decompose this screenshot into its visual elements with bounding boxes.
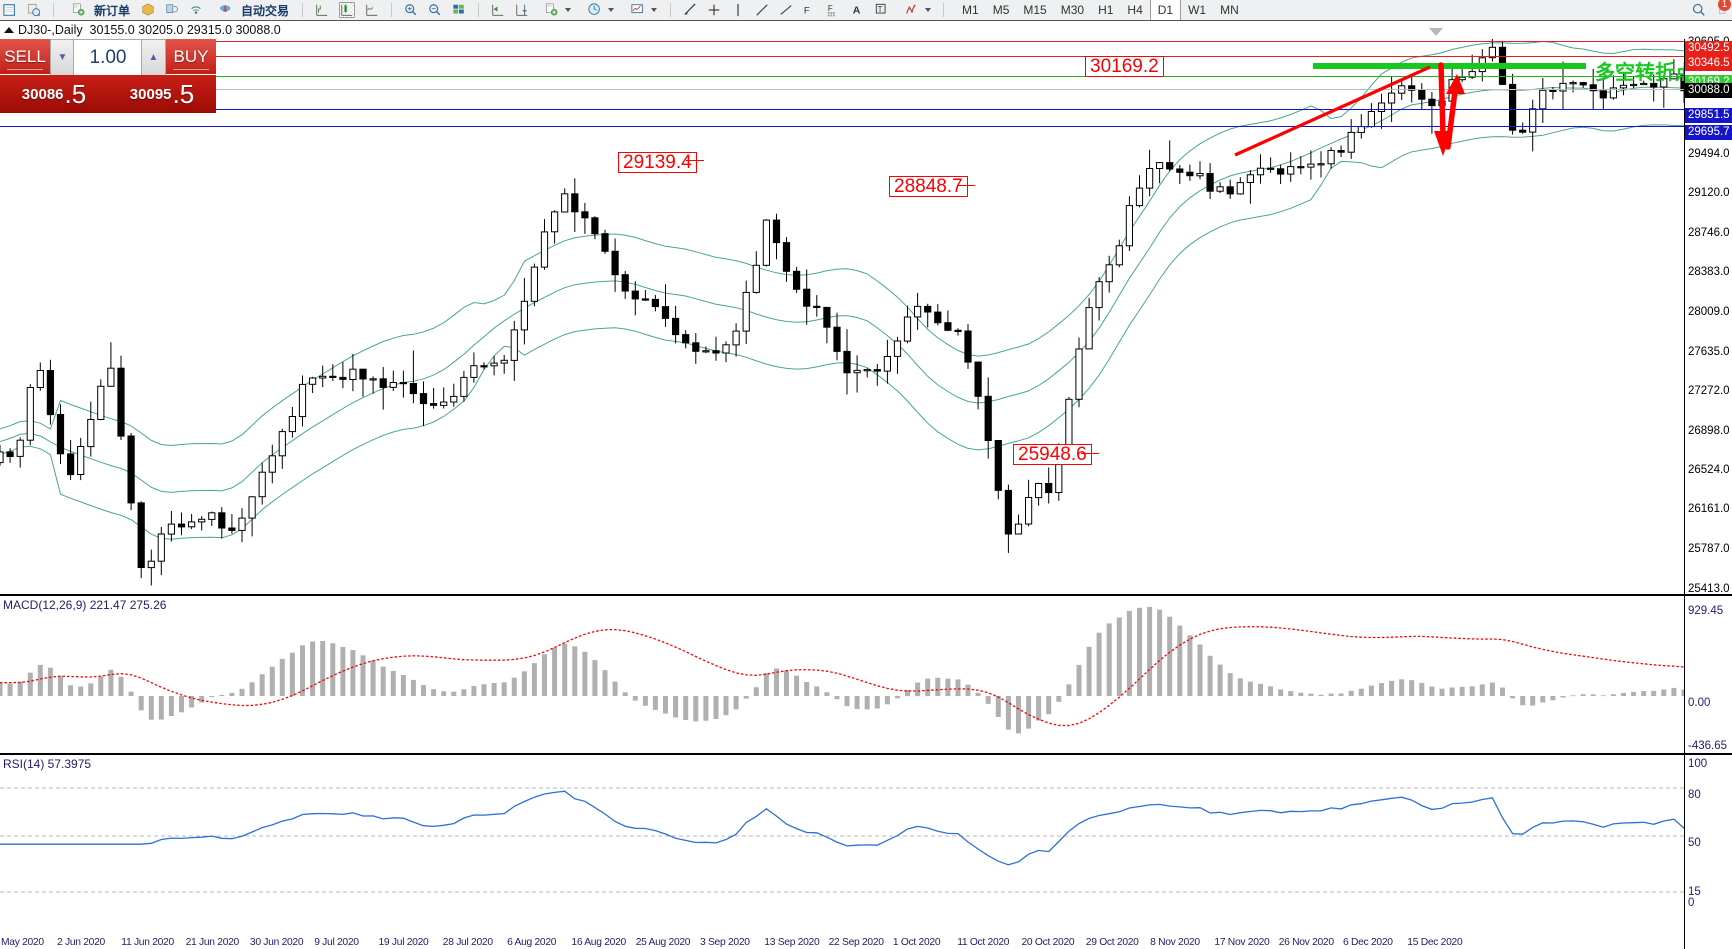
- svg-text:F: F: [828, 5, 833, 13]
- svg-text:T: T: [878, 5, 883, 14]
- svg-text:A: A: [853, 5, 861, 17]
- svg-text:F: F: [804, 6, 810, 17]
